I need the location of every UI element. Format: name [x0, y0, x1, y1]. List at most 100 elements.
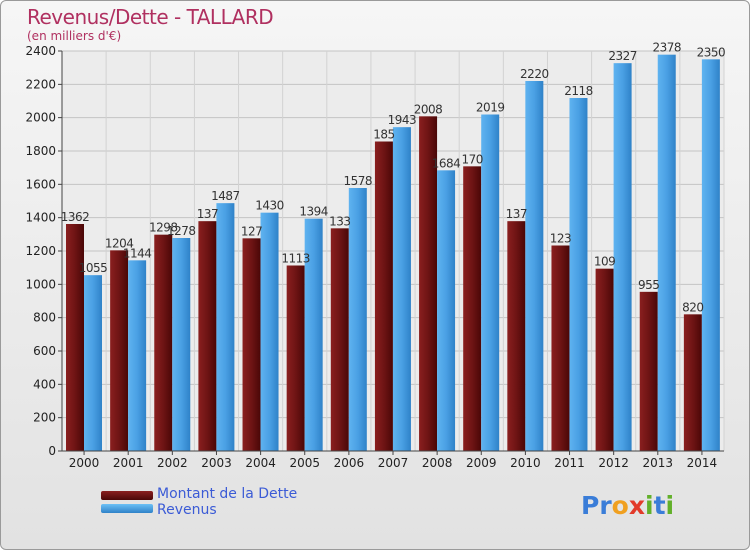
data-label-debt: 820: [682, 300, 703, 314]
bar-revenue: [525, 81, 544, 451]
data-label-revenue: 2378: [652, 41, 681, 55]
y-tick-label: 1800: [25, 144, 56, 158]
x-tick-label: 2008: [422, 456, 453, 470]
bar-revenue: [657, 54, 676, 452]
logo-letter: o: [611, 491, 629, 520]
logo-letter: t: [653, 491, 666, 520]
data-label-debt: 955: [638, 278, 659, 292]
y-tick-label: 200: [33, 411, 56, 425]
legend-swatch-debt: [101, 491, 153, 500]
bar-debt: [419, 116, 438, 451]
bar-debt: [110, 250, 129, 451]
bar-debt: [639, 291, 658, 451]
bar-debt: [551, 245, 570, 451]
y-tick-label: 1400: [25, 211, 56, 225]
data-label-revenue: 2327: [608, 49, 637, 63]
bar-revenue: [304, 218, 323, 451]
bar-debt: [507, 221, 526, 451]
data-label-revenue: 2220: [520, 67, 549, 81]
data-label-revenue: 1278: [167, 224, 196, 238]
bar-debt: [683, 314, 702, 451]
bar-debt: [154, 234, 173, 451]
data-label-revenue: 1394: [299, 205, 328, 219]
legend-label-debt: Montant de la Dette: [157, 486, 298, 502]
bar-revenue: [348, 188, 367, 451]
logo-letter: r: [599, 491, 612, 520]
legend-label-revenue: Revenus: [157, 502, 217, 518]
chart-subtitle: (en milliers d'€): [27, 29, 122, 43]
y-tick-label: 0: [48, 444, 56, 458]
y-tick-label: 1600: [25, 177, 56, 191]
x-tick-label: 2002: [157, 456, 188, 470]
bar-revenue: [260, 212, 279, 451]
bar-revenue: [172, 238, 191, 451]
bar-revenue: [128, 260, 147, 451]
proxiti-logo: Proxiti: [581, 491, 674, 520]
bar-debt: [198, 221, 217, 451]
data-label-debt: 1113: [281, 252, 310, 266]
data-label-revenue: 1144: [123, 246, 152, 260]
data-label-debt: 133: [329, 214, 350, 228]
chart-title: Revenus/Dette - TALLARD: [27, 5, 274, 29]
logo-letter: i: [645, 491, 654, 520]
data-label-revenue: 1430: [255, 199, 284, 213]
y-tick-label: 800: [33, 311, 56, 325]
data-label-debt: 127: [241, 224, 262, 238]
y-tick-label: 1000: [25, 277, 56, 291]
y-tick-label: 2200: [25, 77, 56, 91]
bar-revenue: [216, 203, 235, 451]
x-tick-label: 2014: [687, 456, 718, 470]
bar-revenue: [613, 63, 632, 452]
logo-letter: P: [581, 491, 600, 520]
data-label-revenue: 1684: [432, 156, 461, 170]
data-label-debt: 137: [506, 207, 527, 221]
x-tick-label: 2012: [598, 456, 629, 470]
data-label-revenue: 1487: [211, 189, 240, 203]
bar-revenue: [701, 59, 720, 451]
x-tick-label: 2009: [466, 456, 497, 470]
bar-revenue: [392, 127, 411, 452]
bar-debt: [66, 224, 84, 451]
bar-debt: [374, 141, 393, 451]
y-tick-label: 1200: [25, 244, 56, 258]
data-label-debt: 1204: [105, 236, 134, 250]
data-label-debt: 137: [197, 207, 218, 221]
x-tick-label: 2001: [113, 456, 144, 470]
logo-letter: x: [628, 491, 645, 520]
y-tick-label: 2400: [25, 44, 56, 58]
logo-letter: i: [665, 491, 675, 520]
data-label-revenue: 2118: [564, 84, 593, 98]
data-label-revenue: 1578: [344, 174, 373, 188]
x-tick-label: 2006: [334, 456, 365, 470]
x-tick-label: 2004: [245, 456, 276, 470]
data-label-debt: 123: [550, 232, 571, 246]
data-label-revenue: 2019: [476, 101, 505, 115]
bar-revenue: [481, 114, 500, 451]
legend-swatch-revenue: [101, 504, 153, 513]
bar-debt: [286, 265, 305, 451]
bar-debt: [463, 166, 482, 452]
data-label-revenue: 2350: [697, 45, 726, 59]
x-tick-label: 2005: [289, 456, 320, 470]
data-label-revenue: 1055: [79, 261, 108, 275]
x-tick-label: 2000: [69, 456, 100, 470]
x-tick-label: 2011: [554, 456, 585, 470]
y-tick-label: 2000: [25, 111, 56, 125]
data-label-debt: 170: [461, 152, 482, 166]
data-label-debt: 185: [373, 128, 394, 142]
x-tick-label: 2013: [643, 456, 674, 470]
bar-revenue: [437, 170, 456, 452]
y-tick-label: 400: [33, 377, 56, 391]
bar-debt: [242, 238, 261, 451]
data-label-debt: 1298: [149, 221, 178, 235]
data-label-debt: 2008: [414, 102, 443, 116]
data-label-debt: 1362: [61, 210, 90, 224]
x-tick-label: 2010: [510, 456, 541, 470]
bar-debt: [595, 268, 614, 451]
bar-revenue: [569, 98, 588, 451]
x-tick-label: 2003: [201, 456, 232, 470]
data-label-revenue: 1943: [388, 113, 417, 127]
y-tick-label: 600: [33, 344, 56, 358]
